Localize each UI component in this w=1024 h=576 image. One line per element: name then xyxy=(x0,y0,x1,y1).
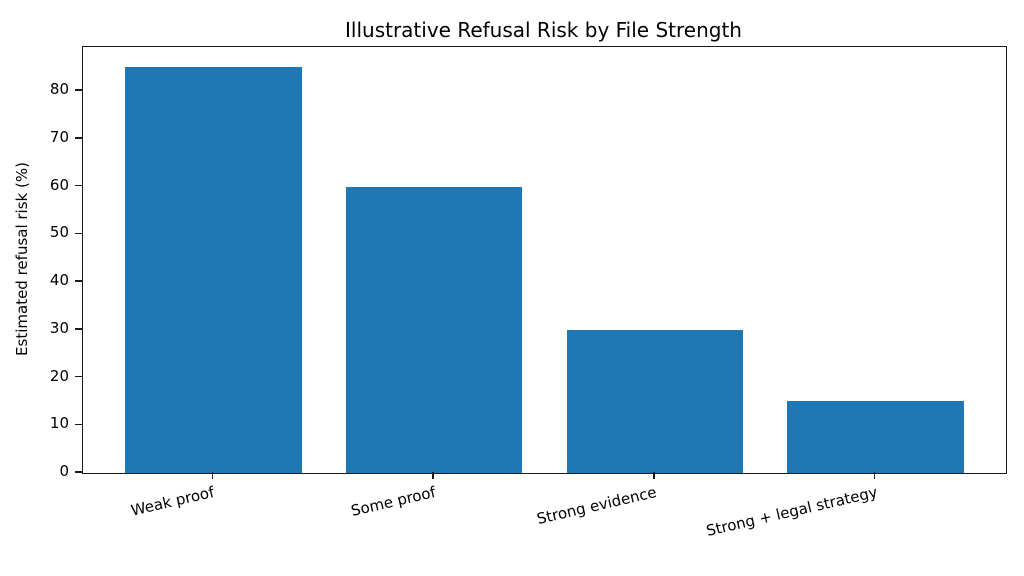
y-tick-label: 20 xyxy=(49,366,69,385)
x-tick-label: Some proof xyxy=(348,483,438,520)
plot-area xyxy=(82,46,1007,474)
bar-some-proof xyxy=(345,186,523,473)
y-tick-mark xyxy=(75,89,82,91)
y-tick-mark xyxy=(75,184,82,187)
y-tick-label: 40 xyxy=(49,271,69,290)
bar-strong-evidence xyxy=(566,329,744,473)
y-tick-label: 0 xyxy=(59,462,69,480)
y-tick-label: 50 xyxy=(49,223,69,242)
x-tick-mark xyxy=(873,472,876,479)
bar-weak-proof xyxy=(124,67,302,473)
y-tick-label: 70 xyxy=(49,127,69,146)
x-tick-mark xyxy=(653,472,655,479)
y-tick-label: 80 xyxy=(49,80,69,99)
y-tick-label: 60 xyxy=(49,175,69,194)
chart-title: Illustrative Refusal Risk by File Streng… xyxy=(345,18,742,42)
y-tick-mark xyxy=(75,232,82,235)
y-tick-mark xyxy=(75,423,82,426)
y-tick-label: 10 xyxy=(49,414,69,433)
x-tick-label: Weak proof xyxy=(129,483,217,520)
x-tick-label: Strong + legal strategy xyxy=(704,483,879,540)
y-tick-mark xyxy=(75,328,82,330)
y-tick-mark xyxy=(75,280,82,282)
y-tick-mark xyxy=(75,375,82,378)
y-tick-mark xyxy=(75,137,82,139)
x-tick-mark xyxy=(432,472,434,479)
y-tick-label: 30 xyxy=(49,318,69,337)
x-tick-label: Strong evidence xyxy=(534,483,658,529)
x-tick-mark xyxy=(211,472,214,479)
y-tick-mark xyxy=(75,471,82,473)
bar-strong-legal-strategy xyxy=(787,401,965,473)
